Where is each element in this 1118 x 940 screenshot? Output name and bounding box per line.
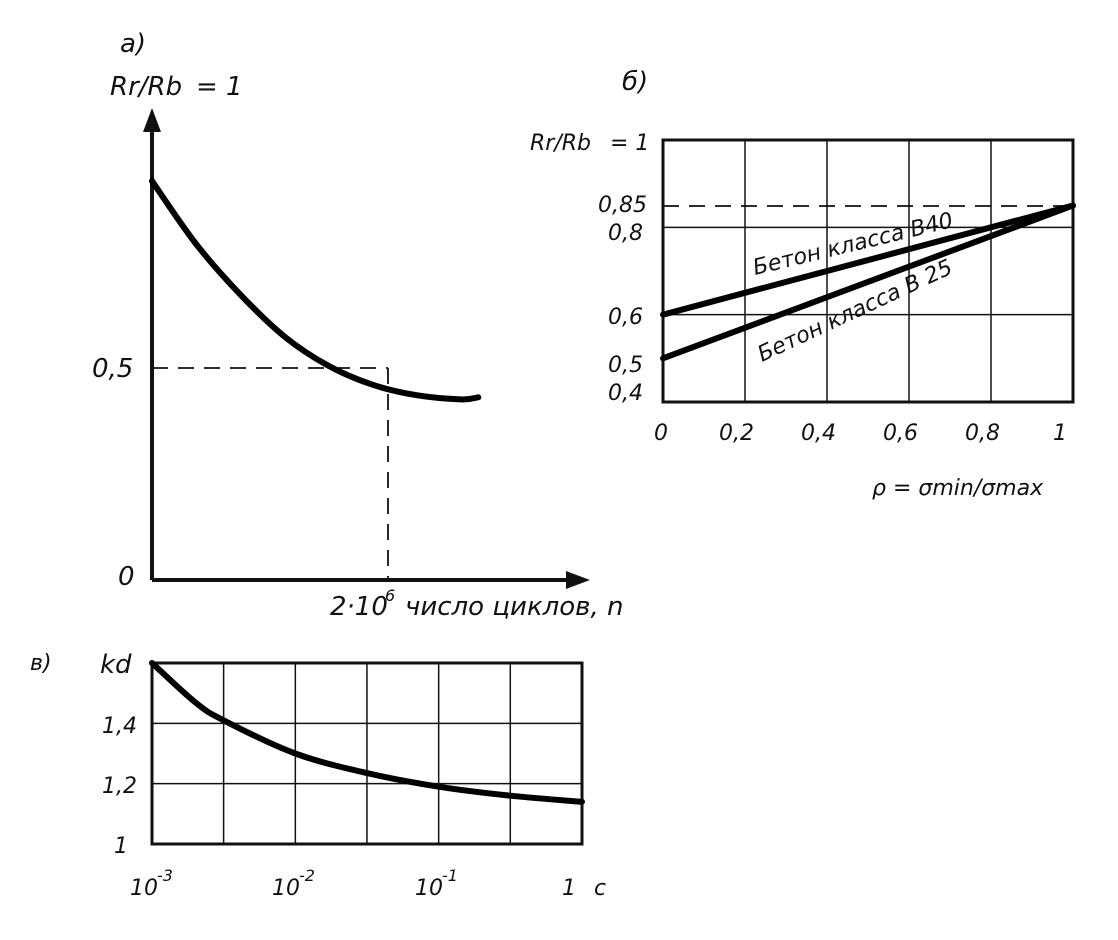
panel-b-xtick-1: 0,2 (719, 421, 754, 446)
panel-b-frame (661, 138, 1075, 404)
panel-b-xtick-2: 0,4 (801, 421, 836, 446)
panel-c-xtick-0-exp: -3 (157, 866, 173, 885)
panel-b-xtick-5: 1 (1053, 421, 1067, 446)
panel-a-ytick-1: 0 (118, 562, 135, 592)
panel-a-x-marker: 2·10 (330, 592, 388, 622)
panel-a-x-marker-exp: 6 (385, 586, 395, 605)
panel-b-xtick-4: 0,8 (965, 421, 1000, 446)
panel-c-grid (152, 663, 582, 844)
panel-b-series-b40 (660, 202, 1076, 318)
panel-c-ytick-14: 1,4 (102, 714, 137, 739)
panel-c-ylabel: kd (100, 650, 132, 680)
panel-a-ytick-0: 0,5 (92, 354, 133, 384)
panel-c: в) kd 1,4 1,2 1 10 -3 10 -2 10 -1 1 с (30, 650, 606, 901)
panel-c-ytick-12: 1,2 (102, 774, 137, 799)
panel-c-xtick-3: 1 (562, 876, 576, 901)
panel-c-ytick-1: 1 (114, 834, 128, 859)
panel-b-ytick-05: 0,5 (608, 353, 643, 378)
panel-b-series-b25 (660, 202, 1076, 362)
panel-b-ytick-085: 0,85 (598, 193, 647, 218)
panel-b-xlabel: ρ = σmin/σmax (872, 476, 1044, 501)
panel-b-xtick-0: 0 (654, 421, 668, 446)
panel-c-xtick-2-exp: -1 (442, 866, 458, 885)
panel-a-label: а) (120, 29, 146, 59)
panel-b-ylabel-value: = 1 (610, 131, 649, 156)
panel-c-xtick-2: 10 (415, 876, 443, 901)
panel-a-x-arrow (566, 571, 590, 589)
panel-a-xlabel: число циклов, n (405, 592, 624, 622)
panel-b-ytick-06: 0,6 (608, 305, 643, 330)
panel-a-series-line (149, 178, 482, 403)
panel-a-ylabel: Rr/Rb (110, 72, 182, 102)
panel-b-grid (663, 140, 1073, 402)
panel-a: а) Rr/Rb = 1 0,5 0 2·10 6 число циклов, … (92, 29, 624, 622)
panel-b-label: б) (622, 67, 648, 97)
panel-c-xtick-1: 10 (272, 876, 300, 901)
panel-c-xtick-0: 10 (130, 876, 158, 901)
panel-c-xtick-1-exp: -2 (299, 866, 315, 885)
panel-b-xtick-3: 0,6 (883, 421, 918, 446)
panel-b: б) Rr/Rb = 1 0,85 0,8 0,6 0,5 0,4 0 0,2 … (530, 67, 1076, 501)
panel-a-ylabel-value: = 1 (196, 72, 243, 102)
panel-b-ylabel: Rr/Rb (530, 131, 591, 156)
panel-b-ytick-04: 0,4 (608, 381, 643, 406)
panel-c-label: в) (30, 651, 52, 676)
panel-a-y-arrow (143, 108, 161, 132)
panel-c-xlabel: с (594, 876, 606, 901)
panel-b-ytick-08: 0,8 (608, 221, 643, 246)
panel-c-series-line (149, 660, 585, 805)
